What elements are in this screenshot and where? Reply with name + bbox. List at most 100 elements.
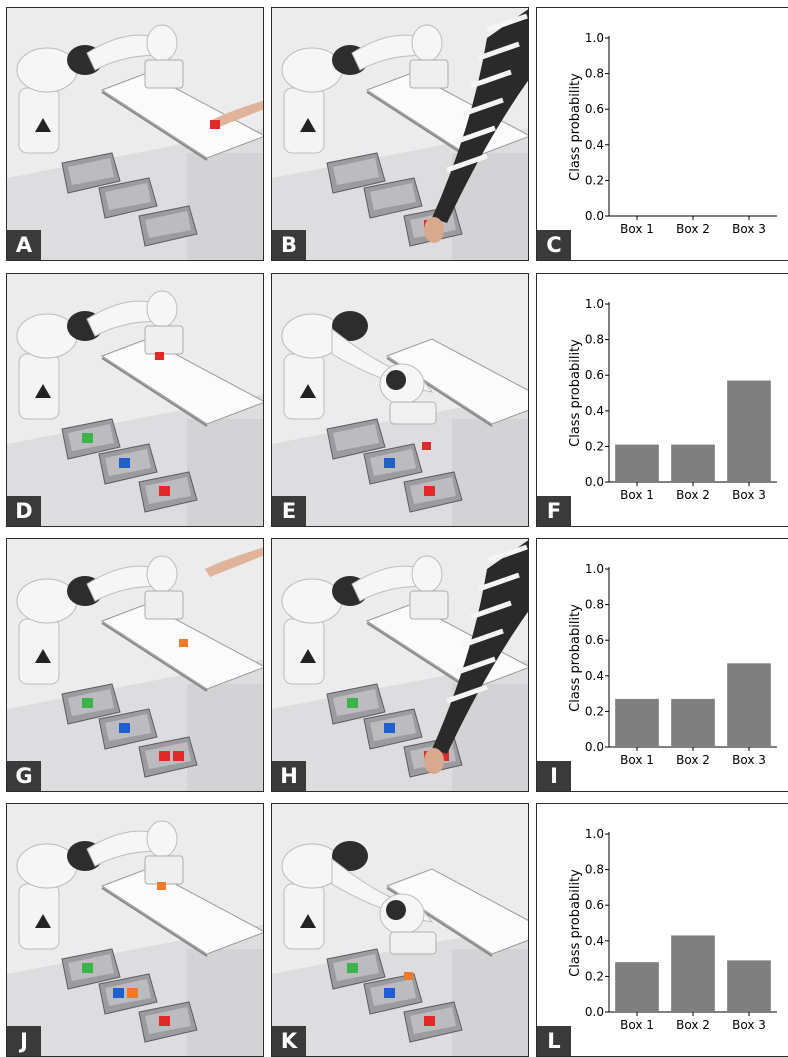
y-tick-label: 0.4 <box>585 404 604 418</box>
warning-icon <box>35 384 51 398</box>
y-tick-label: 0.8 <box>585 67 604 81</box>
y-tick-label: 0.6 <box>585 368 604 382</box>
scene-hand-gesture <box>7 539 263 791</box>
warning-icon <box>300 914 316 928</box>
robot-gripper <box>144 59 184 89</box>
y-tick-label: 0.0 <box>585 209 604 223</box>
x-tick-label: Box 3 <box>732 222 766 236</box>
y-tick-label: 0.8 <box>585 863 604 877</box>
x-tick-label: Box 3 <box>732 488 766 502</box>
y-tick-label: 0.2 <box>585 439 604 453</box>
warning-icon <box>35 649 51 663</box>
warning-icon <box>300 118 316 132</box>
hand <box>424 748 444 774</box>
robot-shoulder <box>16 313 78 359</box>
conveyor-belt <box>385 868 528 955</box>
sleeve-stripe <box>454 656 496 676</box>
cube-red <box>424 486 435 496</box>
y-tick-label: 0.4 <box>585 934 604 948</box>
y-tick-label: 1.0 <box>585 827 604 841</box>
robot-elbow <box>146 24 178 62</box>
conveyor-rail <box>101 887 208 957</box>
conveyor-belt <box>100 338 263 425</box>
cube-blue <box>384 723 395 733</box>
scene-robot-sorting-cube-2 <box>272 804 528 1056</box>
robot-elbow <box>146 290 178 328</box>
robot-base <box>283 618 325 685</box>
y-tick-label: 0.4 <box>585 669 604 683</box>
bar-box-1 <box>615 962 659 1012</box>
conveyor-belt <box>100 72 263 159</box>
y-tick-label: 1.0 <box>585 562 604 576</box>
warning-icon <box>300 384 316 398</box>
scene-robot-picking-cube <box>7 274 263 526</box>
sleeve-arm <box>432 540 528 754</box>
robot-gripper <box>144 590 184 620</box>
panel-label-h: H <box>272 761 306 791</box>
hand <box>212 100 263 128</box>
robot-elbow <box>146 820 178 858</box>
background-shelves <box>452 949 528 1056</box>
panel-label-d: D <box>7 496 41 526</box>
conveyor-rail <box>101 91 208 161</box>
bar-chart-l: 0.0 0.2 0.4 0.6 0.8 1.0 Box 1 Box 2 Box 3 Class p… <box>568 827 777 1032</box>
panel-label-f: F <box>537 496 571 526</box>
robot-arm <box>281 24 449 154</box>
bin-inside <box>333 424 379 451</box>
robot-joint-black <box>332 841 368 871</box>
sleeve-stripe <box>486 13 528 33</box>
conveyor-rail <box>101 357 208 427</box>
robot-base <box>18 353 60 420</box>
robot-gripper <box>409 59 449 89</box>
robot-arm <box>16 555 184 685</box>
x-tick-label: Box 2 <box>676 1018 710 1032</box>
cube-red <box>159 751 170 761</box>
cube-red <box>173 751 184 761</box>
sleeve-stripe <box>470 600 512 620</box>
cube-red <box>422 442 431 450</box>
y-axis-title: Class probability <box>568 339 583 447</box>
photo-panel-b: B <box>271 7 529 261</box>
robot-gripper <box>389 401 437 425</box>
y-tick-label: 0.2 <box>585 173 604 187</box>
y-axis-title: Class probability <box>568 604 583 712</box>
sleeve-stripe <box>462 97 504 117</box>
warning-icon <box>300 649 316 663</box>
bar-chart-f: 0.0 0.2 0.4 0.6 0.8 1.0 Box 1 Box 2 Box 3 Class p… <box>568 297 777 502</box>
y-tick-label: 0.0 <box>585 740 604 754</box>
conveyor-belt <box>385 338 528 425</box>
robot-base <box>283 87 325 154</box>
bar-box-3 <box>727 380 771 482</box>
panel-label-k: K <box>272 1026 306 1056</box>
robot-gripper <box>144 855 184 885</box>
robot-elbow <box>146 555 178 593</box>
robot-base <box>283 353 325 420</box>
photo-panel-d: D <box>6 273 264 527</box>
y-tick-label: 0.6 <box>585 633 604 647</box>
sleeve-stripe <box>446 153 488 173</box>
bin-inside <box>333 158 379 185</box>
cube-green <box>347 963 358 973</box>
y-axis-title: Class probability <box>568 869 583 977</box>
y-tick-label: 0.8 <box>585 333 604 347</box>
sleeve-stripe <box>446 684 488 704</box>
panel-label-l: L <box>537 1026 571 1056</box>
background-shelves <box>187 419 263 526</box>
bar-box-3 <box>727 960 771 1012</box>
bar-box-2 <box>671 698 715 747</box>
x-tick-label: Box 1 <box>620 1018 654 1032</box>
y-tick-label: 0.6 <box>585 102 604 116</box>
background-shelves <box>187 949 263 1056</box>
cube-orange <box>127 988 138 998</box>
sleeve-stripe <box>478 572 520 592</box>
conveyor-belt <box>100 868 263 955</box>
robot-arm <box>16 290 184 420</box>
x-tick-label: Box 3 <box>732 753 766 767</box>
y-tick-label: 1.0 <box>585 297 604 311</box>
chart-panel-c: 0.0 0.2 0.4 0.6 0.8 1.0 Box 1 Box 2 Box 3 Class p… <box>536 7 788 261</box>
cube-orange <box>157 882 166 890</box>
bar-box-2 <box>671 935 715 1012</box>
robot-base <box>18 87 60 154</box>
x-tick-label: Box 1 <box>620 488 654 502</box>
panel-label-g: G <box>7 761 41 791</box>
